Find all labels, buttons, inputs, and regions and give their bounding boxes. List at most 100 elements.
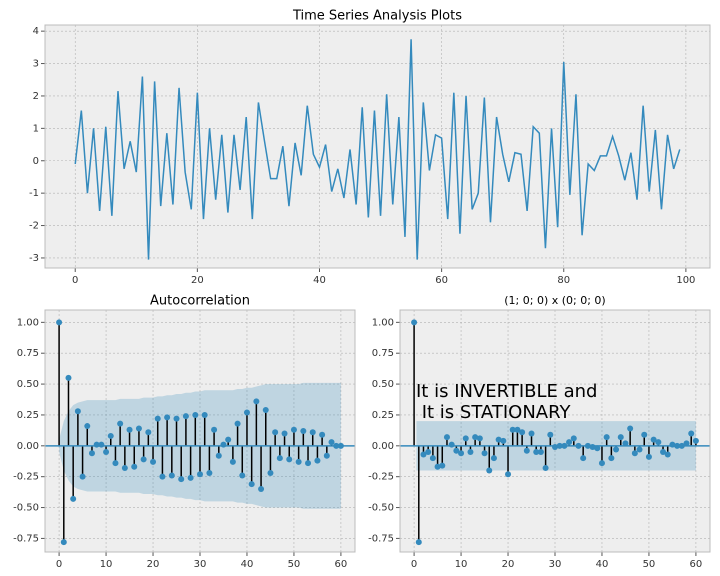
chart-title: Autocorrelation xyxy=(150,294,250,309)
series-line xyxy=(74,39,681,260)
x-tick-label: 60 xyxy=(690,559,703,570)
stem-marker xyxy=(439,462,446,469)
stem-marker xyxy=(79,473,86,480)
y-tick-label: 0.75 xyxy=(17,348,39,359)
stem-marker xyxy=(234,420,241,427)
stem-marker xyxy=(65,374,72,381)
y-tick-label: 0.50 xyxy=(17,379,39,390)
y-tick-label: -0.50 xyxy=(13,503,39,514)
stem-marker xyxy=(159,473,166,480)
x-tick-label: 20 xyxy=(147,559,160,570)
stem-marker xyxy=(220,441,227,448)
stem-marker xyxy=(495,436,502,443)
stem-marker xyxy=(201,411,208,418)
plot-area xyxy=(45,25,710,268)
stem-marker xyxy=(443,434,450,441)
stem-marker xyxy=(121,465,128,472)
stem-marker xyxy=(131,463,138,470)
stem-marker xyxy=(570,435,577,442)
x-tick-label: 60 xyxy=(435,275,448,286)
y-tick-label: -0.75 xyxy=(13,533,39,544)
stem-marker xyxy=(462,435,469,442)
stem-marker xyxy=(655,439,662,446)
stem-marker xyxy=(323,452,330,459)
chart-title: (1; 0; 0) x (0; 0; 0) xyxy=(504,294,605,307)
y-tick-label: 0.00 xyxy=(17,441,39,452)
stem-marker xyxy=(98,441,105,448)
stem-marker xyxy=(192,411,199,418)
x-tick-label: 40 xyxy=(596,559,609,570)
stem-marker xyxy=(126,426,133,433)
x-tick-label: 20 xyxy=(191,275,204,286)
stem-marker xyxy=(533,448,540,455)
stem-marker xyxy=(622,440,629,447)
y-tick-label: -0.25 xyxy=(13,472,39,483)
y-tick-label: 1.00 xyxy=(372,317,394,328)
x-tick-label: 20 xyxy=(502,559,515,570)
stem-marker xyxy=(239,472,246,479)
stem-marker xyxy=(107,432,114,439)
stem-marker xyxy=(603,434,610,441)
stem-marker xyxy=(258,486,265,493)
stem-marker xyxy=(641,431,648,438)
stem-marker xyxy=(229,458,236,465)
chart-title: Time Series Analysis Plots xyxy=(292,9,462,24)
stem-marker xyxy=(295,458,302,465)
stem-marker xyxy=(300,428,307,434)
stem-marker xyxy=(448,441,455,448)
stem-marker xyxy=(467,448,474,455)
x-tick-label: 40 xyxy=(241,559,254,570)
stem-marker xyxy=(608,455,615,462)
stem-marker xyxy=(88,450,95,457)
stem-marker xyxy=(164,414,171,421)
x-tick-label: 30 xyxy=(194,559,207,570)
x-tick-label: 50 xyxy=(288,559,301,570)
stem-marker xyxy=(598,460,605,467)
stem-marker xyxy=(281,430,288,437)
annotation: It is INVERTIBLE and xyxy=(416,381,598,402)
stem-marker xyxy=(425,448,432,455)
stem-marker xyxy=(580,455,587,462)
stem-marker xyxy=(74,408,81,415)
stem-marker xyxy=(328,439,335,446)
stem-marker xyxy=(631,450,638,457)
stem-marker xyxy=(547,431,554,438)
stem-marker xyxy=(514,426,521,433)
stem-marker xyxy=(660,448,667,455)
stem-marker xyxy=(645,453,652,460)
stem-marker xyxy=(178,476,185,483)
stem-marker xyxy=(286,456,293,463)
stem-marker xyxy=(197,471,203,478)
stem-marker xyxy=(243,409,250,416)
stem-marker xyxy=(636,446,643,453)
stem-marker xyxy=(215,452,222,459)
y-tick-label: 4 xyxy=(33,26,39,37)
stem-marker xyxy=(519,429,526,436)
stem-marker xyxy=(262,407,269,414)
y-tick-label: -2 xyxy=(29,221,39,232)
stem-marker xyxy=(211,426,218,433)
stem-marker xyxy=(60,539,67,546)
y-tick-label: -1 xyxy=(29,188,39,199)
stem-marker xyxy=(429,455,436,462)
stem-marker xyxy=(411,319,418,326)
stem-marker xyxy=(490,455,497,462)
y-tick-label: 0.25 xyxy=(17,410,39,421)
stem-marker xyxy=(594,445,601,452)
annotation: It is STATIONARY xyxy=(416,402,571,423)
stem-marker xyxy=(206,469,213,476)
x-tick-label: 80 xyxy=(557,275,570,286)
stem-marker xyxy=(650,436,657,443)
stem-marker xyxy=(154,415,161,422)
x-tick-label: 100 xyxy=(676,275,695,286)
stem-marker xyxy=(627,425,634,432)
stem-marker xyxy=(683,440,690,447)
stem-marker xyxy=(434,463,441,470)
x-tick-label: 0 xyxy=(411,559,417,570)
stem-marker xyxy=(112,460,119,467)
stem-marker xyxy=(500,437,507,444)
stem-marker xyxy=(664,451,671,458)
stem-marker xyxy=(537,448,544,455)
stem-marker xyxy=(688,430,695,437)
